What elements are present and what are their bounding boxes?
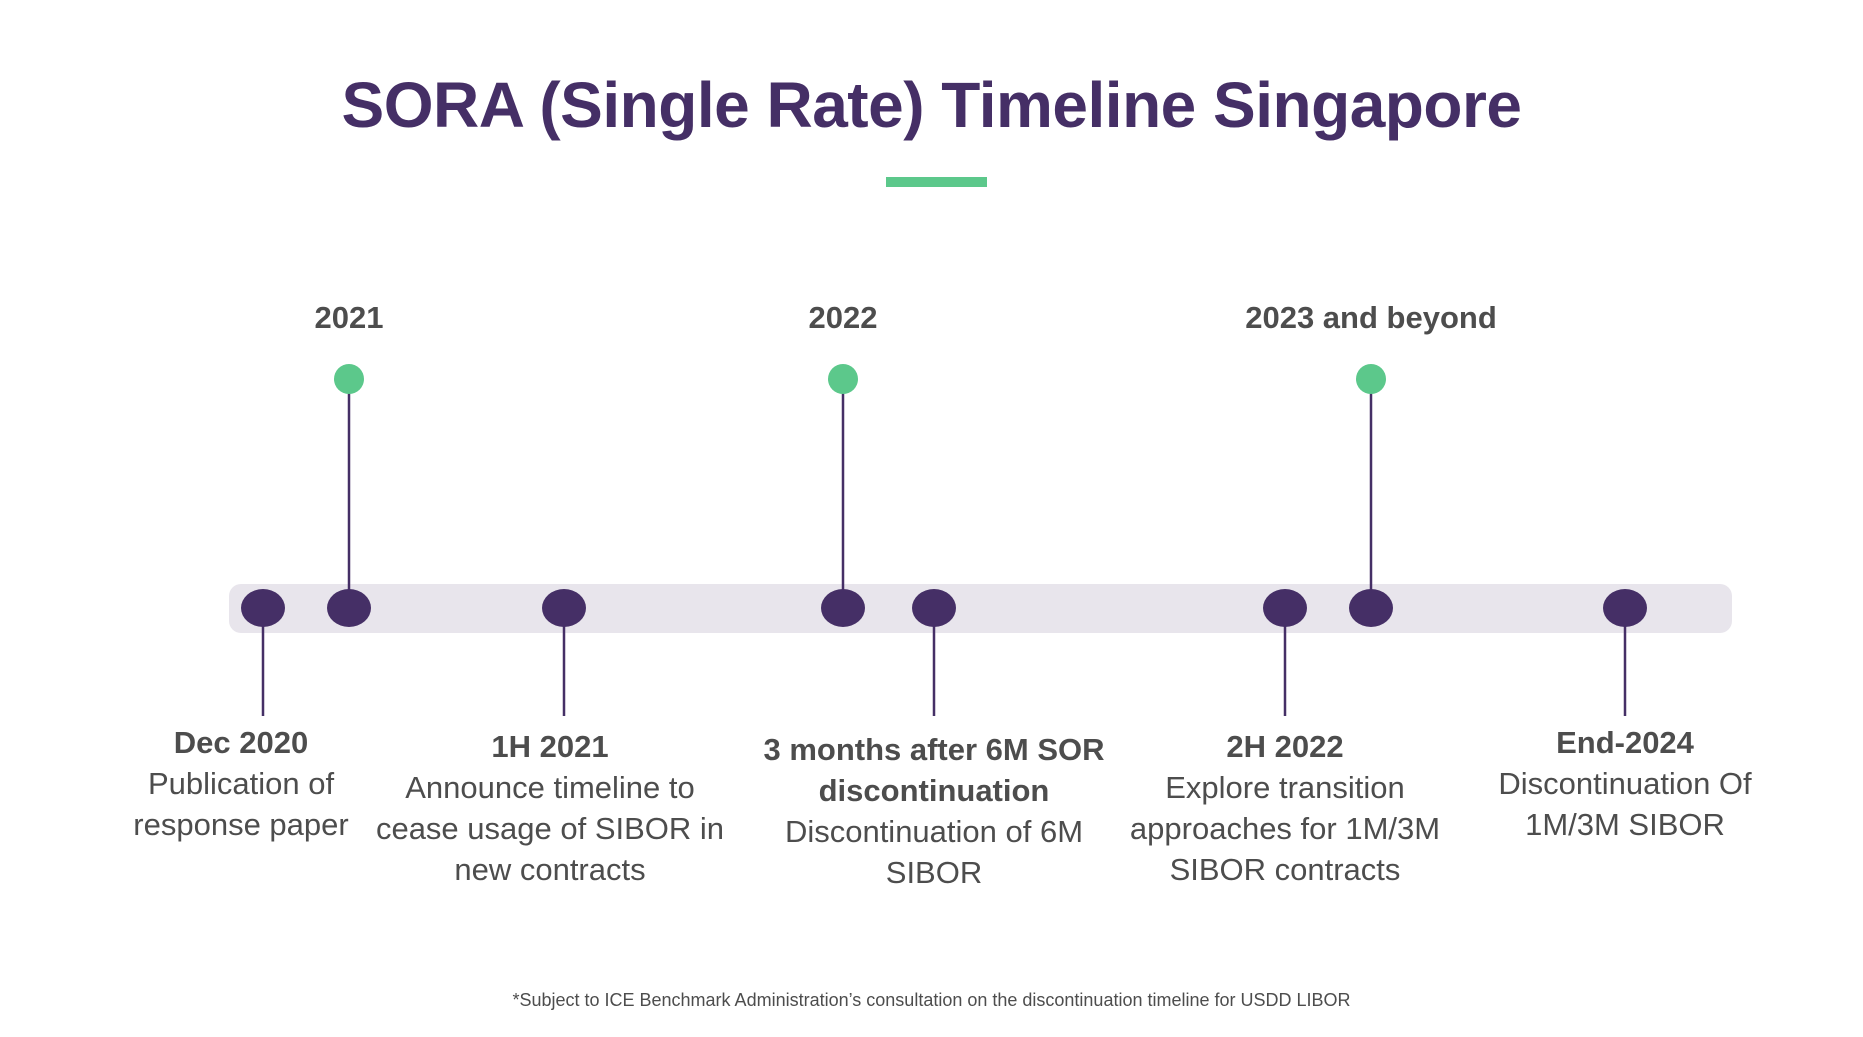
event-2h-2022: 2H 2022 Explore transition approaches fo… [1110, 726, 1460, 890]
node-dec-2020 [241, 589, 285, 627]
event-1h-2021: 1H 2021 Announce timeline to cease usage… [375, 726, 725, 890]
year-marker-2023 [1356, 364, 1386, 394]
node-2h-2022 [1263, 589, 1307, 627]
node-6m-sor [912, 589, 956, 627]
node-year-2023 [1349, 589, 1393, 627]
node-year-2022 [821, 589, 865, 627]
node-1h-2021 [542, 589, 586, 627]
timeline-track [229, 584, 1732, 633]
year-label-2021: 2021 [314, 300, 384, 335]
event-description: Discontinuation Of 1M/3M SIBOR [1498, 766, 1752, 842]
event-title: 2H 2022 [1226, 729, 1344, 764]
node-end-2024 [1603, 589, 1647, 627]
event-title: End-2024 [1556, 725, 1694, 760]
event-description: Discontinuation of 6M SIBOR [784, 814, 1084, 890]
event-end-2024: End-2024 Discontinuation Of 1M/3M SIBOR [1480, 722, 1770, 845]
event-description: Announce timeline to cease usage of SIBO… [375, 770, 725, 887]
node-year-2021 [327, 589, 371, 627]
year-marker-2021 [334, 364, 364, 394]
year-label-2022: 2022 [808, 300, 878, 335]
event-description: Publication of response paper [133, 766, 349, 842]
event-title: 3 months after 6M SOR discontinuation [763, 732, 1105, 808]
title-underline [886, 177, 987, 187]
year-label-2023-beyond: 2023 and beyond [1245, 300, 1497, 335]
event-title: Dec 2020 [173, 725, 309, 760]
page-title: SORA (Single Rate) Timeline Singapore [341, 69, 1522, 141]
event-title: 1H 2021 [491, 729, 609, 764]
event-6m-sor-discontinuation: 3 months after 6M SOR discontinuation Di… [744, 729, 1124, 893]
event-description: Explore transition approaches for 1M/3M … [1129, 770, 1441, 887]
year-marker-2022 [828, 364, 858, 394]
footnote: *Subject to ICE Benchmark Administration… [512, 990, 1351, 1010]
event-dec-2020: Dec 2020 Publication of response paper [91, 722, 391, 845]
